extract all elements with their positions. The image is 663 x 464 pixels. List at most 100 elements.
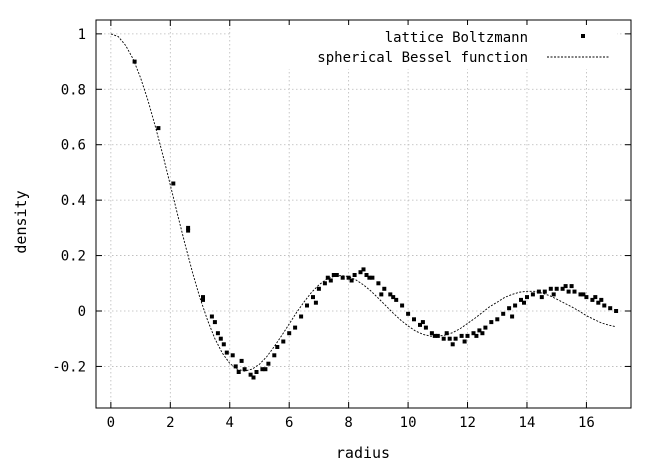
lattice-boltzmann-point — [420, 320, 425, 325]
legend-background — [232, 25, 617, 69]
lattice-boltzmann-point — [376, 281, 381, 286]
lattice-boltzmann-point — [551, 292, 556, 297]
lattice-boltzmann-point — [293, 325, 298, 330]
lattice-boltzmann-point — [590, 297, 595, 302]
lattice-boltzmann-point — [201, 297, 205, 302]
lattice-boltzmann-point — [299, 314, 304, 319]
lattice-boltzmann-point — [281, 339, 286, 344]
lattice-boltzmann-point — [311, 295, 315, 300]
lattice-boltzmann-point — [186, 225, 191, 230]
lattice-boltzmann-point — [340, 275, 345, 280]
y-tick-label: 0.2 — [61, 249, 86, 265]
legend-label-lattice-boltzmann: lattice Boltzmann — [385, 30, 528, 46]
x-tick-label: 4 — [226, 415, 234, 431]
x-tick-label: 8 — [344, 415, 352, 431]
lattice-boltzmann-point — [212, 320, 217, 325]
lattice-boltzmann-point — [465, 333, 470, 338]
lattice-boltzmann-point — [522, 300, 526, 305]
bessel-curve — [110, 33, 617, 372]
lattice-boltzmann-point — [477, 328, 482, 333]
y-tick-label: 0.6 — [61, 138, 86, 154]
lattice-boltzmann-point — [429, 331, 434, 336]
lattice-boltzmann-point — [379, 292, 384, 297]
lattice-boltzmann-point — [349, 278, 354, 283]
lattice-boltzmann-point — [519, 297, 523, 302]
lattice-boltzmann-point — [272, 353, 277, 358]
lattice-boltzmann-point — [596, 300, 601, 305]
lattice-boltzmann-point — [495, 317, 500, 322]
y-tick-labels: -0.2 0 0.2 0.4 0.6 0.8 1 — [52, 27, 86, 376]
lattice-boltzmann-point — [441, 336, 446, 341]
lattice-boltzmann-point — [394, 297, 399, 302]
y-tick-label: 1 — [78, 27, 86, 43]
lattice-boltzmann-point — [483, 325, 488, 330]
lattice-boltzmann-point — [313, 300, 318, 305]
lattice-boltzmann-point — [450, 342, 455, 347]
lattice-boltzmann-point — [599, 297, 604, 302]
lattice-boltzmann-point — [444, 331, 449, 336]
lattice-boltzmann-point — [186, 228, 191, 233]
lattice-boltzmann-point — [215, 331, 220, 336]
lattice-boltzmann-point — [471, 331, 476, 336]
lattice-boltzmann-point — [510, 314, 515, 319]
lattice-boltzmann-point — [406, 311, 411, 316]
plot-frame — [95, 19, 632, 409]
x-tick-label: 16 — [578, 415, 595, 431]
lattice-boltzmann-point — [489, 320, 494, 325]
x-tick-label: 12 — [459, 415, 476, 431]
lattice-boltzmann-point — [513, 303, 518, 308]
bessel-line-series — [110, 33, 617, 372]
lattice-boltzmann-point — [530, 292, 535, 297]
lattice-boltzmann-point — [507, 306, 512, 311]
lattice-boltzmann-point — [563, 284, 568, 289]
lattice-boltzmann-point — [501, 311, 506, 316]
y-tick-label: 0 — [78, 304, 86, 320]
x-tick-label: 0 — [107, 415, 115, 431]
lattice-boltzmann-point — [548, 286, 553, 291]
lattice-boltzmann-point — [566, 289, 571, 294]
x-axis-label: radius — [336, 444, 390, 462]
axis-ticks — [96, 20, 631, 408]
lattice-boltzmann-point — [346, 275, 351, 280]
lattice-boltzmann-point — [400, 303, 405, 308]
lattice-boltzmann-point — [608, 306, 613, 311]
x-tick-label: 10 — [400, 415, 417, 431]
lattice-boltzmann-point — [412, 317, 416, 322]
lattice-boltzmann-point — [525, 295, 529, 300]
x-tick-label: 14 — [519, 415, 536, 431]
lattice-boltzmann-point — [328, 278, 333, 283]
y-tick-label: 0.8 — [61, 82, 86, 98]
x-tick-label: 2 — [166, 415, 174, 431]
lattice-boltzmann-point — [248, 372, 253, 377]
lattice-boltzmann-point — [201, 295, 205, 300]
lattice-boltzmann-point — [602, 303, 607, 308]
y-tick-label: 0.4 — [61, 193, 86, 209]
lattice-boltzmann-point — [578, 292, 583, 297]
legend-marker-lattice-boltzmann — [581, 34, 585, 38]
lattice-boltzmann-point — [224, 350, 229, 355]
lattice-boltzmann-point — [316, 286, 321, 291]
lattice-boltzmann-point — [322, 281, 327, 286]
lattice-boltzmann-point — [233, 364, 238, 369]
lattice-boltzmann-point — [614, 309, 619, 313]
lattice-boltzmann-series — [132, 59, 619, 380]
lattice-boltzmann-point — [480, 331, 485, 336]
lattice-boltzmann-point — [352, 273, 357, 277]
lattice-boltzmann-point — [218, 336, 223, 341]
x-tick-labels: 0 2 4 6 8 10 12 14 16 — [107, 415, 595, 431]
lattice-boltzmann-point — [474, 333, 479, 338]
lattice-boltzmann-point — [593, 295, 598, 300]
lattice-boltzmann-point — [581, 292, 586, 297]
lattice-boltzmann-point — [260, 367, 265, 372]
lattice-boltzmann-point — [447, 336, 452, 341]
lattice-boltzmann-point — [560, 286, 565, 291]
lattice-boltzmann-point — [423, 325, 428, 330]
lattice-boltzmann-point — [554, 286, 559, 291]
lattice-boltzmann-point — [382, 286, 387, 291]
lattice-boltzmann-point — [221, 342, 226, 347]
lattice-boltzmann-point — [459, 333, 464, 338]
lattice-boltzmann-point — [370, 275, 375, 280]
grid — [96, 20, 631, 408]
lattice-boltzmann-point — [462, 339, 467, 344]
